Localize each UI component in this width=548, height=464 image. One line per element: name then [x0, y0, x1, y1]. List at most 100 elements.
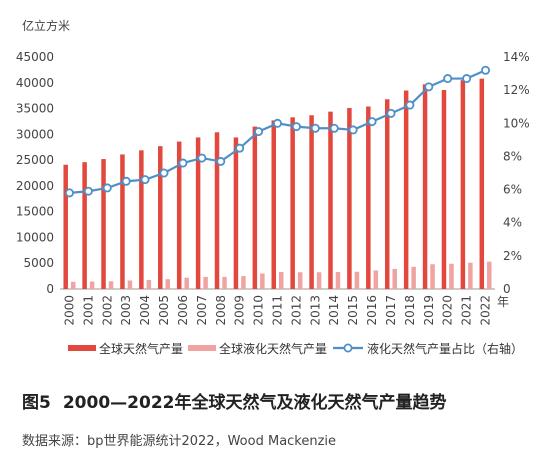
x-tick-label: 2016	[365, 295, 379, 326]
ratio-point	[405, 100, 415, 110]
bar-lng-production	[89, 281, 95, 289]
figure-number: 图5	[22, 393, 51, 413]
bar-lng-production	[354, 271, 360, 289]
right-tick-label: 4%	[503, 216, 522, 230]
bar-lng-production	[184, 277, 189, 289]
bar-lng-production	[146, 279, 152, 289]
x-tick-label: 2010	[252, 295, 266, 326]
bar-gas-production	[366, 106, 371, 289]
x-tick-label: 2007	[195, 295, 209, 326]
bar-lng-production	[487, 261, 492, 289]
bar-gas-production	[63, 164, 68, 289]
legend-swatch-ratio-marker	[343, 343, 353, 353]
bar-lng-production	[165, 279, 171, 289]
ratio-point	[178, 158, 188, 168]
ratio-point	[64, 188, 74, 198]
left-tick-label: 30000	[16, 127, 54, 141]
x-tick-label: 2015	[346, 295, 360, 326]
bar-lng-production	[316, 272, 322, 289]
ratio-point	[272, 118, 282, 128]
x-tick-label: 2005	[157, 295, 171, 326]
figure-source: 数据来源：bp世界能源统计2022，Wood Mackenzie	[22, 434, 337, 449]
bar-lng-production	[222, 276, 227, 289]
right-tick-label: 14%	[503, 50, 530, 64]
bar-lng-production	[70, 281, 76, 289]
bar-lng-production	[127, 280, 133, 289]
ratio-point	[310, 123, 320, 133]
bar-gas-production	[82, 162, 87, 289]
x-tick-label: 2002	[100, 295, 114, 326]
bar-gas-production	[479, 78, 485, 289]
ratio-point	[291, 122, 301, 132]
x-tick-label: 2008	[214, 295, 228, 326]
bar-lng-production	[335, 271, 341, 289]
ratio-point	[159, 168, 169, 178]
bar-gas-production	[101, 159, 106, 289]
left-tick-label: 5000	[23, 256, 54, 270]
bar-gas-production	[271, 120, 276, 289]
bar-lng-production	[411, 266, 416, 289]
right-tick-label: 10%	[503, 116, 530, 130]
legend-label-gas: 全球天然气产量	[99, 341, 183, 356]
bar-gas-production	[120, 154, 125, 289]
ratio-point	[367, 117, 377, 127]
legend-swatch-lng	[188, 345, 216, 351]
ratio-point	[121, 176, 131, 186]
left-tick-label: 40000	[16, 76, 54, 90]
x-tick-label: 2021	[460, 295, 474, 326]
bar-gas-production	[158, 146, 163, 289]
ratio-point	[83, 186, 93, 196]
right-tick-label: 0	[503, 282, 511, 296]
bar-gas-production	[233, 137, 239, 289]
x-tick-label: 2001	[81, 295, 95, 326]
bars	[63, 78, 492, 290]
bar-gas-production	[214, 132, 220, 289]
bar-lng-production	[430, 264, 435, 289]
x-tick-label: 2013	[308, 295, 322, 326]
x-tick-label: 2020	[441, 295, 455, 326]
ratio-point	[424, 82, 434, 92]
left-tick-label: 25000	[16, 153, 54, 167]
legend: 全球天然气产量 全球液化天然气产量 液化天然气产量占比（右轴）	[68, 341, 523, 356]
ratio-point	[235, 143, 245, 153]
bar-gas-production	[139, 150, 144, 289]
ratio-point	[443, 74, 453, 84]
x-tick-label: 2018	[403, 295, 417, 326]
left-tick-label: 35000	[16, 102, 54, 116]
bar-lng-production	[373, 270, 379, 289]
bar-lng-production	[203, 276, 208, 289]
bar-lng-production	[392, 268, 397, 289]
left-tick-label: 45000	[16, 50, 54, 64]
chart: 亿立方米 05000100001500020000250003000035000…	[16, 18, 530, 356]
left-axis-unit: 亿立方米	[22, 18, 70, 33]
right-tick-label: 2%	[503, 249, 522, 263]
x-tick-label: 2003	[119, 295, 133, 326]
bar-gas-production	[347, 108, 352, 289]
right-tick-label: 8%	[503, 149, 522, 163]
bar-gas-production	[309, 115, 314, 289]
bar-gas-production	[441, 89, 447, 290]
ratio-point	[481, 65, 491, 75]
bar-lng-production	[449, 263, 454, 289]
ratio-point	[462, 74, 472, 84]
bar-gas-production	[290, 117, 295, 289]
bar-gas-production	[252, 126, 258, 289]
axes: 0500010000150002000025000300003500040000…	[16, 50, 530, 326]
left-tick-label: 20000	[16, 179, 54, 193]
figure-title: 图5 2000—2022年全球天然气及液化天然气产量趋势	[22, 388, 446, 413]
bar-gas-production	[384, 99, 390, 289]
ratio-point	[386, 108, 396, 118]
bar-gas-production	[403, 90, 409, 289]
x-tick-label: 2022	[479, 295, 493, 326]
right-tick-label: 6%	[503, 183, 522, 197]
left-tick-label: 10000	[16, 230, 54, 244]
ratio-point	[216, 156, 226, 166]
ratio-point	[329, 123, 339, 133]
ratio-point	[102, 183, 112, 193]
left-tick-label: 0	[46, 282, 54, 296]
x-tick-label: 2000	[62, 295, 76, 326]
ratio-point	[197, 153, 207, 163]
x-tick-label: 2019	[422, 295, 436, 326]
bar-lng-production	[468, 262, 473, 289]
bar-gas-production	[195, 137, 201, 289]
